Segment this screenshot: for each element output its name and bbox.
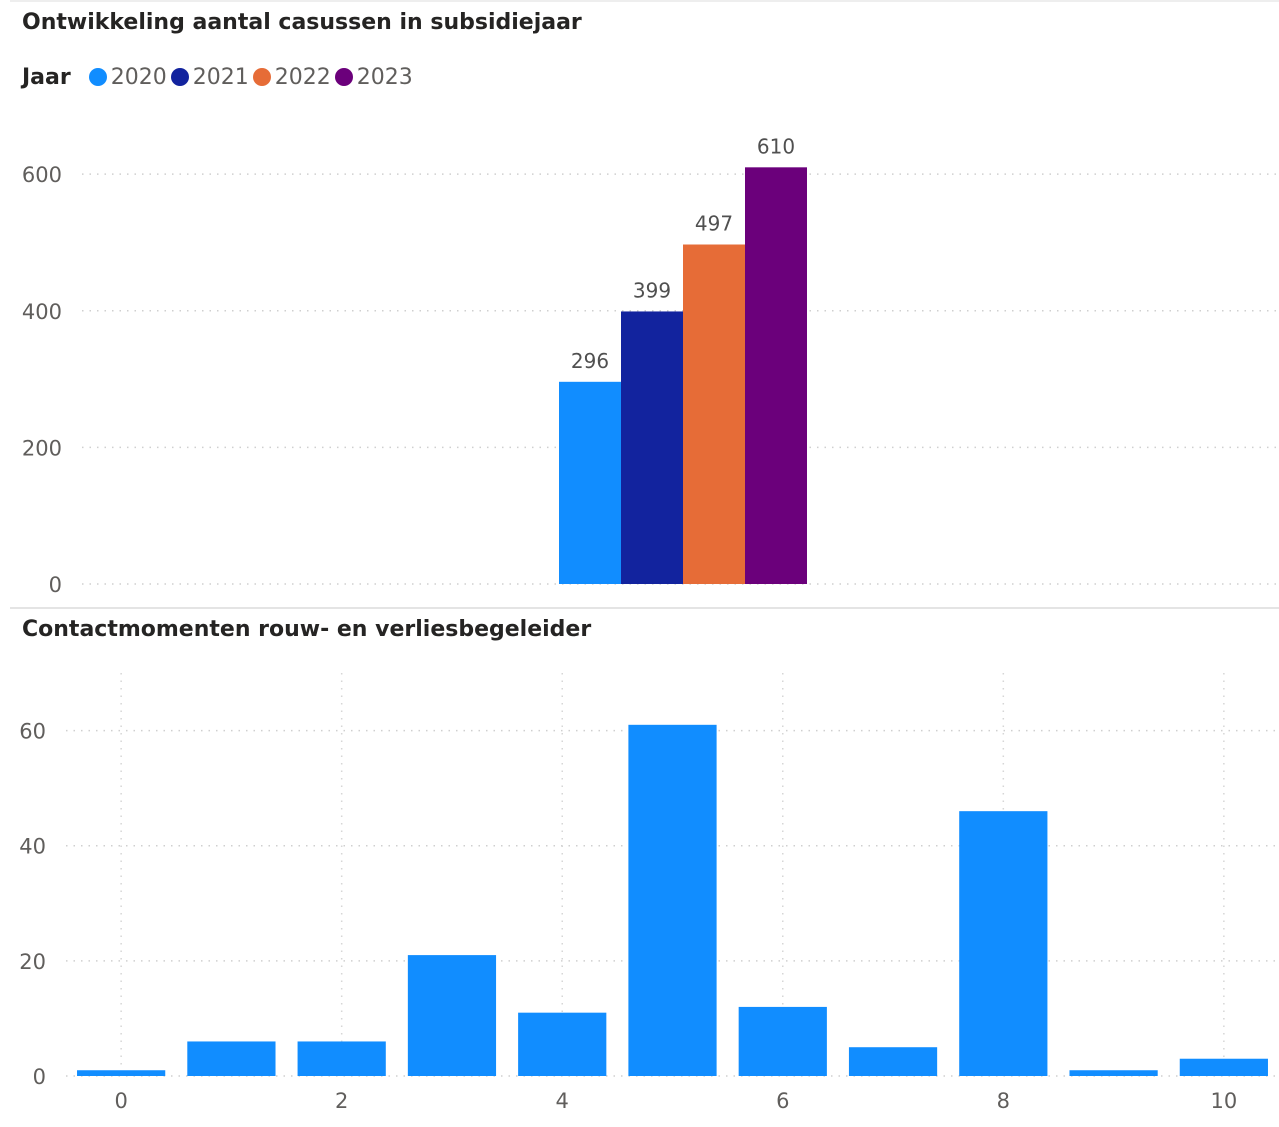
legend: Jaar 2020 2021 2022 2023 [22,62,417,92]
x-tick-label: 10 [1210,1089,1237,1113]
data-label: 497 [695,212,733,236]
legend-marker [88,68,107,86]
chart-panel-contactmomenten: Contactmomenten rouw- en verliesbegeleid… [10,607,1279,1127]
legend-label: 2023 [356,64,413,90]
bar [77,1070,166,1076]
bar-2021 [621,311,683,584]
legend-label: 2020 [110,64,167,90]
x-tick-label: 4 [556,1089,569,1113]
bar-2020 [559,381,621,584]
x-tick-label: 6 [776,1089,789,1113]
legend-marker [334,68,353,86]
chart-plot-area: 0 200 400 600 296 399 497 610 [22,134,1276,597]
bar-2022 [683,244,745,584]
bar [407,955,497,1076]
data-label: 610 [757,134,795,158]
legend-title: Jaar [22,64,71,90]
y-tick-label: 60 [19,720,46,744]
x-tick-label: 0 [114,1089,127,1113]
legend-item-2023[interactable]: 2023 [334,64,413,90]
y-tick-label: 20 [19,950,46,974]
legend-marker [252,68,271,86]
x-tick-label: 8 [997,1089,1010,1113]
bar [738,1006,827,1076]
legend-item-2021[interactable]: 2021 [170,64,249,90]
legend-marker [170,68,189,86]
chart-title: Contactmomenten rouw- en verliesbegeleid… [22,617,592,642]
bar [628,724,717,1076]
chart-plot-area: 0 20 40 60 0 2 4 6 8 10 [19,673,1279,1113]
chart-title: Ontwikkeling aantal casussen in subsidie… [22,10,582,35]
bar [959,811,1048,1076]
bar [518,1012,607,1076]
x-tick-label: 2 [335,1089,348,1113]
bar [848,1047,938,1076]
bar [297,1041,386,1076]
bar-2023 [745,167,807,585]
data-label: 399 [633,278,671,302]
y-tick-label: 0 [49,573,62,597]
legend-item-2020[interactable]: 2020 [88,64,167,90]
y-tick-label: 40 [19,835,46,859]
y-tick-label: 0 [33,1065,46,1089]
legend-label: 2022 [274,64,331,90]
data-label: 296 [571,349,609,373]
chart-panel-casussen: Ontwikkeling aantal casussen in subsidie… [10,0,1279,606]
y-tick-label: 200 [22,436,62,460]
bar [187,1041,276,1076]
y-tick-label: 400 [22,300,62,324]
y-tick-label: 600 [22,163,62,187]
legend-label: 2021 [192,64,249,90]
legend-item-2022[interactable]: 2022 [252,64,331,90]
bar [1069,1070,1158,1076]
bar [1179,1058,1268,1076]
